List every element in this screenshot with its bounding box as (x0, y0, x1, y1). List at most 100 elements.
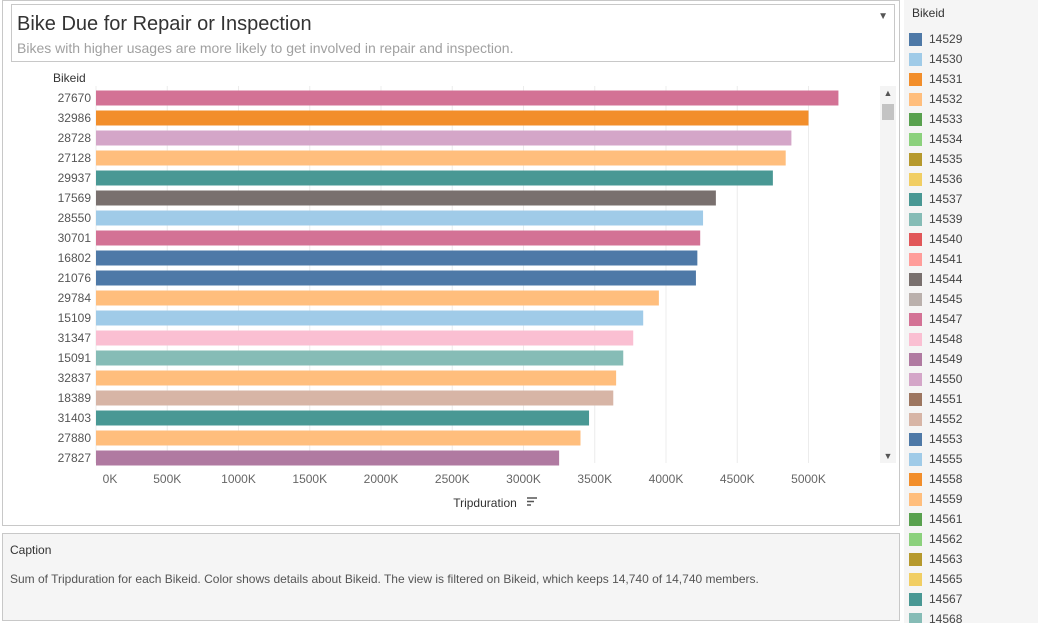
bar[interactable] (96, 330, 634, 346)
legend-item[interactable]: 14553 (909, 429, 962, 449)
row-header: Bikeid (53, 71, 86, 85)
legend-label: 14532 (929, 92, 963, 106)
legend-item[interactable]: 14548 (909, 329, 962, 349)
bar[interactable] (96, 210, 704, 226)
bar[interactable] (96, 290, 659, 306)
legend-item[interactable]: 14547 (909, 309, 962, 329)
legend-item[interactable]: 14536 (909, 169, 962, 189)
legend-label: 14537 (929, 192, 963, 206)
legend-swatch (909, 52, 922, 66)
legend-item[interactable]: 14558 (909, 469, 962, 489)
bar[interactable] (96, 370, 617, 386)
legend-item[interactable]: 14563 (909, 549, 962, 569)
legend-item[interactable]: 14541 (909, 249, 962, 269)
scroll-down-icon[interactable]: ▼ (883, 451, 893, 461)
legend-swatch (909, 432, 922, 446)
legend-label: 14568 (929, 612, 963, 623)
bar[interactable] (96, 90, 839, 106)
title-box[interactable]: Bike Due for Repair or Inspection Bikes … (11, 4, 895, 62)
color-legend: Bikeid 14529 14530 14531 14532 14533 14534 145… (904, 0, 1038, 623)
row-label: 15091 (58, 351, 92, 365)
legend-label: 14535 (929, 152, 963, 166)
legend-label: 14565 (929, 572, 963, 586)
legend-item[interactable]: 14544 (909, 269, 962, 289)
legend-item[interactable]: 14559 (909, 489, 962, 509)
legend-item[interactable]: 14551 (909, 389, 962, 409)
legend-label: 14567 (929, 592, 963, 606)
bar[interactable] (96, 350, 624, 366)
legend-label: 14559 (929, 492, 963, 506)
legend-swatch (909, 452, 922, 466)
row-label: 30701 (58, 231, 92, 245)
legend-item[interactable]: 14561 (909, 509, 962, 529)
x-tick-label: 1500K (292, 472, 327, 486)
legend-item[interactable]: 14550 (909, 369, 962, 389)
bar[interactable] (96, 390, 614, 406)
legend-label: 14541 (929, 252, 963, 266)
chart-title: Bike Due for Repair or Inspection (17, 13, 312, 35)
bar[interactable] (96, 410, 590, 426)
bar[interactable] (96, 270, 696, 286)
legend-swatch (909, 192, 922, 206)
legend-item[interactable]: 14540 (909, 229, 962, 249)
legend-item[interactable]: 14532 (909, 89, 962, 109)
legend-item[interactable]: 14549 (909, 349, 962, 369)
legend-label: 14533 (929, 112, 963, 126)
legend-label: 14534 (929, 132, 963, 146)
scroll-up-icon[interactable]: ▲ (883, 88, 893, 98)
bar[interactable] (96, 430, 581, 446)
legend-label: 14561 (929, 512, 963, 526)
legend-swatch (909, 292, 922, 306)
legend-swatch (909, 252, 922, 266)
chevron-down-icon[interactable]: ▼ (878, 11, 888, 22)
legend-label: 14562 (929, 532, 963, 546)
legend-item[interactable]: 14531 (909, 69, 962, 89)
legend-label: 14558 (929, 472, 963, 486)
legend-label: 14563 (929, 552, 963, 566)
legend-item[interactable]: 14552 (909, 409, 962, 429)
legend-item[interactable]: 14537 (909, 189, 962, 209)
legend-swatch (909, 232, 922, 246)
legend-item[interactable]: 14539 (909, 209, 962, 229)
legend-item[interactable]: 14555 (909, 449, 962, 469)
legend-item[interactable]: 14565 (909, 569, 962, 589)
legend-swatch (909, 352, 922, 366)
bar[interactable] (96, 190, 716, 206)
legend-item[interactable]: 14562 (909, 529, 962, 549)
legend-item[interactable]: 14530 (909, 49, 962, 69)
row-label: 21076 (58, 271, 92, 285)
legend-item[interactable]: 14567 (909, 589, 962, 609)
legend-item[interactable]: 14533 (909, 109, 962, 129)
legend-swatch (909, 32, 922, 46)
legend-swatch (909, 472, 922, 486)
bar[interactable] (96, 130, 792, 146)
bar[interactable] (96, 110, 809, 126)
legend-list: 14529 14530 14531 14532 14533 14534 14535 14536… (909, 29, 962, 623)
legend-item[interactable]: 14535 (909, 149, 962, 169)
scroll-thumb[interactable] (882, 104, 894, 120)
legend-label: 14555 (929, 452, 963, 466)
legend-swatch (909, 132, 922, 146)
row-label: 29937 (58, 171, 92, 185)
legend-item[interactable]: 14529 (909, 29, 962, 49)
sort-descending-icon[interactable] (527, 497, 537, 506)
bar[interactable] (96, 230, 701, 246)
bar[interactable] (96, 250, 698, 266)
legend-swatch (909, 412, 922, 426)
x-tick-label: 3500K (577, 472, 612, 486)
x-tick-label: 4500K (720, 472, 755, 486)
legend-swatch (909, 612, 922, 623)
row-label: 17569 (58, 191, 92, 205)
legend-item[interactable]: 14545 (909, 289, 962, 309)
bar[interactable] (96, 310, 644, 326)
legend-label: 14550 (929, 372, 963, 386)
bar[interactable] (96, 170, 773, 186)
row-label: 18389 (58, 391, 92, 405)
bar[interactable] (96, 150, 786, 166)
vertical-scrollbar[interactable]: ▲ ▼ (880, 86, 896, 463)
bar[interactable] (96, 450, 560, 466)
legend-item[interactable]: 14534 (909, 129, 962, 149)
legend-item[interactable]: 14568 (909, 609, 962, 623)
x-tick-label: 2000K (364, 472, 399, 486)
legend-swatch (909, 112, 922, 126)
